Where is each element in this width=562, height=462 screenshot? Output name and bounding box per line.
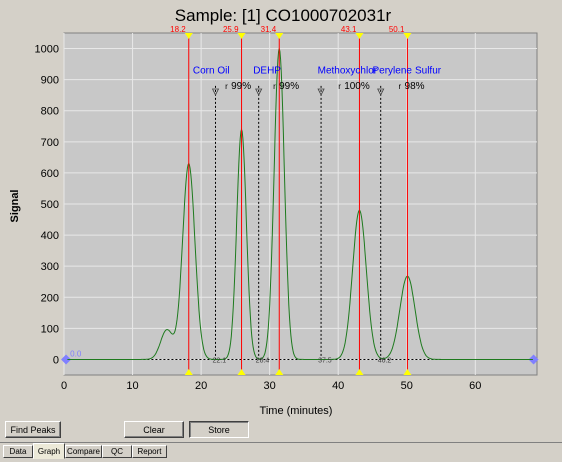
chromatogram-graph[interactable]: Sample: [1] CO1000702031r Time (minutes)… (0, 0, 562, 418)
tab-data[interactable]: Data (3, 445, 33, 458)
y-tick-label: 600 (41, 168, 59, 180)
plot-layer (61, 32, 539, 376)
retention-bottom-marker (355, 369, 364, 375)
retention-time-label: 25.9 (223, 25, 239, 34)
find-peaks-button[interactable]: Find Peaks (5, 421, 61, 438)
x-axis-label: Time (minutes) (260, 405, 333, 417)
retention-time-label: 50.1 (389, 25, 405, 34)
x-tick-label: 0 (61, 380, 67, 392)
y-tick-label: 100 (41, 323, 59, 335)
recovery-marker: r (399, 82, 402, 91)
y-axis-label: Signal (9, 189, 21, 222)
x-tick-label: 30 (264, 380, 276, 392)
y-tick-label: 800 (41, 106, 59, 118)
store-button[interactable]: Store (189, 421, 249, 438)
fraction-label: Sulfur (415, 65, 442, 76)
y-tick-label: 1000 (35, 44, 59, 56)
y-tick-label: 0 (53, 354, 59, 366)
recovery-label: 100% (344, 81, 370, 92)
y-tick-label: 500 (41, 199, 59, 211)
y-tick-label: 900 (41, 75, 59, 87)
cut-point-triangle (255, 88, 263, 96)
tab-report[interactable]: Report (132, 445, 167, 458)
retention-bottom-marker (184, 369, 193, 375)
x-tick-label: 10 (126, 380, 138, 392)
cut-point-label: 37.5 (318, 357, 332, 364)
retention-time-label: 31.4 (261, 25, 277, 34)
retention-bottom-marker (237, 369, 246, 375)
fraction-label: Methoxychlor (318, 65, 378, 76)
tab-bar: Data Graph Compare QC Report (0, 442, 562, 462)
y-tick-label: 400 (41, 230, 59, 242)
clear-button[interactable]: Clear (124, 421, 184, 438)
retention-top-marker (237, 33, 246, 39)
baseline-start-marker (61, 354, 72, 365)
y-tick-label: 200 (41, 292, 59, 304)
tab-graph[interactable]: Graph (33, 443, 65, 459)
x-tick-label: 40 (332, 380, 344, 392)
y-tick-label: 300 (41, 261, 59, 273)
recovery-label: 99% (231, 81, 251, 92)
chart-title: Sample: [1] CO1000702031r (175, 6, 392, 25)
tab-compare[interactable]: Compare (65, 445, 102, 458)
retention-time-label: 43.1 (341, 25, 357, 34)
retention-top-marker (403, 33, 412, 39)
y-tick-label: 700 (41, 137, 59, 149)
fraction-label: DEHP (253, 65, 281, 76)
tab-qc[interactable]: QC (102, 445, 132, 458)
signal-line (67, 48, 533, 360)
cut-point-label: 22.1 (212, 357, 226, 364)
fraction-label: Corn Oil (193, 65, 230, 76)
cut-point-label: 46.2 (378, 357, 392, 364)
recovery-label: 98% (405, 81, 425, 92)
cut-point-label: 28.4 (256, 357, 270, 364)
cut-point-triangle (317, 88, 325, 96)
retention-top-marker (275, 33, 284, 39)
cut-point-triangle (377, 88, 385, 96)
baseline-end-marker (528, 354, 539, 365)
x-tick-label: 50 (401, 380, 413, 392)
recovery-label: 99% (279, 81, 299, 92)
x-tick-label: 60 (469, 380, 481, 392)
fraction-label: Perylene (372, 65, 412, 76)
recovery-marker: r (338, 82, 341, 91)
recovery-marker: r (273, 82, 276, 91)
retention-top-marker (355, 33, 364, 39)
button-bar: Find Peaks Clear Store (0, 418, 562, 442)
chart-svg[interactable]: Sample: [1] CO1000702031r Time (minutes)… (0, 0, 562, 418)
x-tick-label: 20 (195, 380, 207, 392)
baseline-label: 0.0 (70, 349, 82, 358)
retention-bottom-marker (403, 369, 412, 375)
retention-bottom-marker (275, 369, 284, 375)
retention-time-label: 18.2 (170, 25, 186, 34)
recovery-marker: r (225, 82, 228, 91)
retention-top-marker (184, 33, 193, 39)
cut-point-triangle (211, 88, 220, 96)
